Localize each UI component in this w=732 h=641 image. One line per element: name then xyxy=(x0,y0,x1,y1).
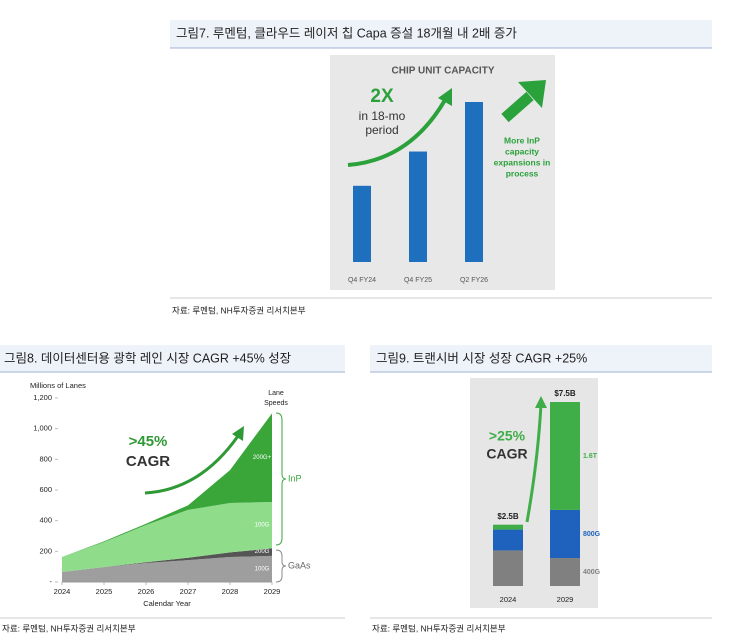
area xyxy=(62,548,272,573)
annotation: 2X xyxy=(370,86,394,107)
series-label: 800G xyxy=(583,531,601,538)
arrow xyxy=(347,98,447,167)
caption-bar xyxy=(370,345,712,372)
callout: expansions in xyxy=(494,157,551,167)
source: 자료: 루멘텀, NH투자증권 리서치본부 xyxy=(172,305,306,315)
x-tick-label: 2027 xyxy=(180,587,197,596)
group-label: GaAs xyxy=(288,560,311,570)
arrow-head xyxy=(518,80,546,108)
source: 자료: 루멘텀, NH투자증권 리서치본부 xyxy=(2,623,136,633)
chart-title: CHIP UNIT CAPACITY xyxy=(392,66,495,77)
series-label: 200G+ xyxy=(253,455,272,461)
y-tick-label: 800 xyxy=(39,454,52,463)
annotation: period xyxy=(365,123,398,137)
caption: 그림8. 데이터센터용 광학 레인 시장 CAGR +45% 성장 xyxy=(4,351,292,365)
arrow-head xyxy=(232,426,244,441)
bar xyxy=(465,102,483,262)
series-label: 100G xyxy=(255,523,270,529)
y-axis-title: Millions of Lanes xyxy=(30,381,86,390)
x-tick-label: 2028 xyxy=(222,587,239,596)
bar-segment xyxy=(493,524,523,530)
area xyxy=(62,501,272,573)
annotation: CAGR xyxy=(486,446,527,462)
callout: process xyxy=(506,168,539,178)
arrow-head xyxy=(535,396,547,408)
area xyxy=(62,413,272,558)
series-label: 200G xyxy=(255,549,270,555)
brace xyxy=(275,412,287,546)
callout: capacity xyxy=(505,146,539,156)
series-label: 1.6T xyxy=(583,453,598,460)
arrow-head xyxy=(438,88,452,106)
bar xyxy=(409,151,427,262)
callout: More InP xyxy=(504,135,540,145)
x-tick-label: Q4 FY25 xyxy=(404,277,432,284)
x-tick-label: 2024 xyxy=(500,595,517,604)
source: 자료: 루멘텀, NH투자증권 리서치본부 xyxy=(372,623,506,633)
annotation: >25% xyxy=(489,428,526,444)
bar-segment xyxy=(493,529,523,551)
caption-bar xyxy=(0,345,345,372)
series-label: 100G xyxy=(255,567,270,573)
annotation: >45% xyxy=(129,433,168,450)
total-label: $2.5B xyxy=(497,512,519,521)
bar-segment xyxy=(550,558,580,586)
series-label: 400G xyxy=(583,569,601,576)
arrow xyxy=(525,403,543,523)
bar-segment xyxy=(493,550,523,586)
y-tick-label: 400 xyxy=(39,516,52,525)
caption-bar xyxy=(170,20,712,48)
annotation: in 18-mo xyxy=(359,109,406,123)
legend-title: Speeds xyxy=(264,400,288,407)
x-tick-label: 2024 xyxy=(54,587,71,596)
group-label: InP xyxy=(288,473,302,483)
annotation: CAGR xyxy=(126,453,170,470)
x-axis-title: Calendar Year xyxy=(143,599,191,608)
y-tick-label: 600 xyxy=(39,485,52,494)
legend-title: Lane xyxy=(268,390,284,397)
arrow xyxy=(144,435,240,495)
y-tick-label: 200 xyxy=(39,546,52,555)
y-tick-label: - xyxy=(50,577,53,586)
bar-segment xyxy=(550,402,580,510)
y-tick-label: 1,000 xyxy=(33,424,52,433)
caption: 그림7. 루멘텀, 클라우드 레이저 칩 Capa 증설 18개월 내 2배 증… xyxy=(176,26,517,40)
total-label: $7.5B xyxy=(554,389,576,398)
bar-segment xyxy=(550,509,580,559)
arrow xyxy=(501,91,534,123)
area xyxy=(62,555,272,582)
bar xyxy=(353,185,371,262)
x-tick-label: Q2 FY26 xyxy=(460,277,488,284)
x-tick-label: 2029 xyxy=(557,595,574,604)
x-tick-label: 2025 xyxy=(96,587,113,596)
caption: 그림9. 트랜시버 시장 성장 CAGR +25% xyxy=(376,351,587,365)
x-tick-label: 2026 xyxy=(138,587,155,596)
y-tick-label: 1,200 xyxy=(33,393,52,402)
brace xyxy=(275,549,287,583)
x-tick-label: 2029 xyxy=(264,587,281,596)
x-tick-label: Q4 FY24 xyxy=(348,277,376,284)
